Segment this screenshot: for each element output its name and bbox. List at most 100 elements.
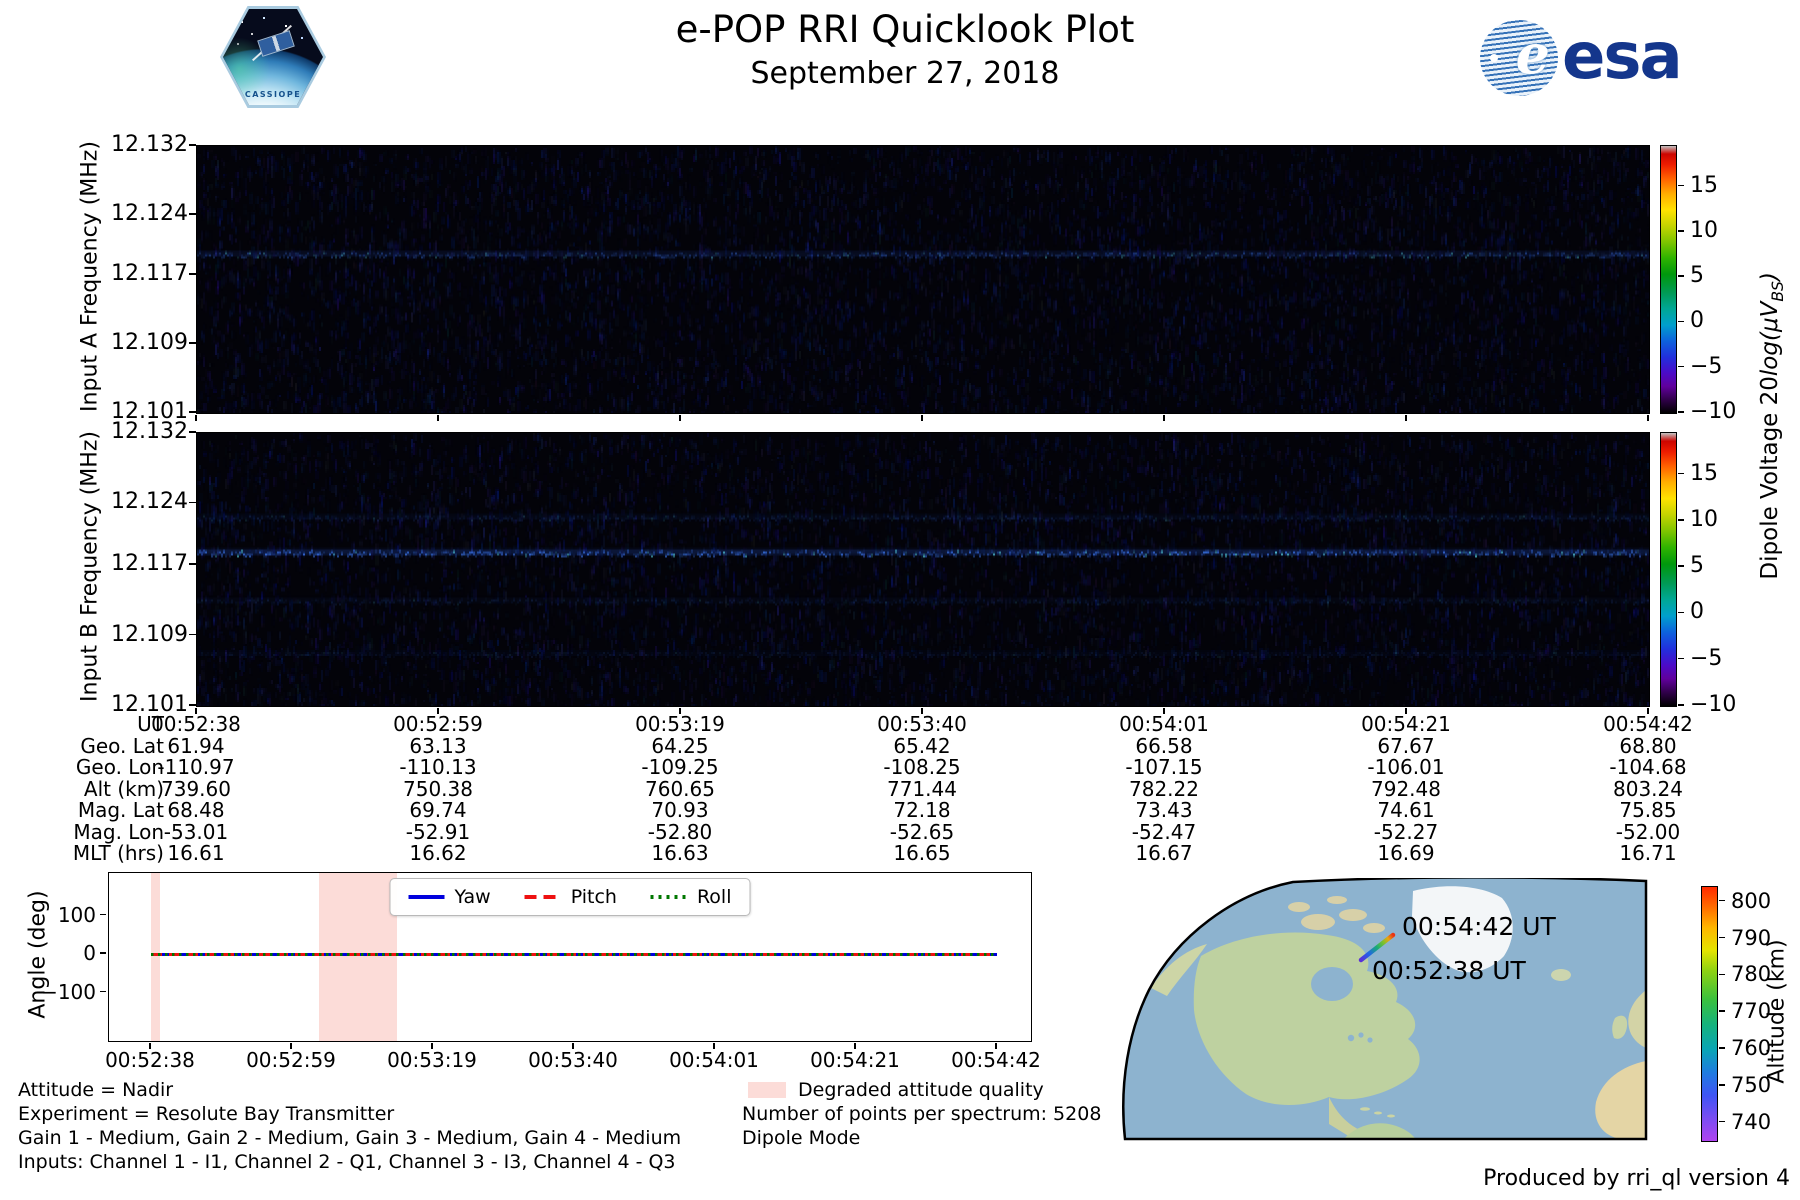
colorbar-tick-label: 15 bbox=[1690, 461, 1718, 486]
angle-tick-label: 100 bbox=[28, 903, 96, 927]
input-a-spectrogram-canvas bbox=[197, 146, 1649, 413]
freq-tick-mark bbox=[189, 411, 196, 413]
colorbar-tick-label: −5 bbox=[1690, 646, 1722, 671]
ephemeris-value: -52.80 bbox=[590, 820, 770, 844]
ephemeris-value: 750.38 bbox=[348, 777, 528, 801]
map-svg bbox=[1115, 878, 1649, 1142]
ephemeris-value: 16.71 bbox=[1558, 841, 1738, 865]
freq-tick-mark bbox=[189, 704, 196, 706]
time-tick-mark bbox=[921, 415, 923, 421]
esa-globe-icon: e bbox=[1480, 20, 1558, 96]
track-end-time-label: 00:54:42 UT bbox=[1402, 912, 1556, 941]
legend-label: Pitch bbox=[571, 886, 617, 908]
altitude-tick-mark bbox=[1719, 937, 1725, 939]
angle-time-tick-label: 00:54:42 bbox=[936, 1048, 1056, 1072]
ephemeris-value: 61.94 bbox=[106, 734, 286, 758]
ephemeris-value: 00:54:21 bbox=[1316, 712, 1496, 736]
altitude-tick-label: 790 bbox=[1731, 926, 1771, 950]
freq-tick-mark bbox=[189, 273, 196, 275]
ephemeris-value: 771.44 bbox=[832, 777, 1012, 801]
footer-left-line: Gain 1 - Medium, Gain 2 - Medium, Gain 3… bbox=[18, 1127, 681, 1149]
legend-item-yaw: Yaw bbox=[409, 886, 491, 908]
ephemeris-value: -109.25 bbox=[590, 755, 770, 779]
ephemeris-value: 803.24 bbox=[1558, 777, 1738, 801]
angle-tick-mark bbox=[100, 952, 106, 954]
freq-tick-label: 12.109 bbox=[108, 622, 188, 647]
degraded-quality-swatch bbox=[748, 1082, 786, 1098]
freq-tick-mark bbox=[189, 431, 196, 433]
angle-time-tick-label: 00:54:21 bbox=[795, 1048, 915, 1072]
colorbar-tick-mark bbox=[1678, 366, 1684, 368]
ephemeris-value: 65.42 bbox=[832, 734, 1012, 758]
ephemeris-value: -52.47 bbox=[1074, 820, 1254, 844]
colorbar-tick-label: 15 bbox=[1690, 173, 1718, 198]
ephemeris-value: -52.00 bbox=[1558, 820, 1738, 844]
credit-line: Produced by rri_ql version 4 bbox=[1380, 1166, 1790, 1191]
altitude-tick-label: 780 bbox=[1731, 962, 1771, 986]
time-tick-mark bbox=[1405, 415, 1407, 421]
colorbar-tick-mark bbox=[1678, 411, 1684, 413]
time-tick-mark bbox=[679, 708, 681, 714]
ephemeris-value: 64.25 bbox=[590, 734, 770, 758]
colorbar-tick-mark bbox=[1678, 612, 1684, 614]
altitude-tick-label: 760 bbox=[1731, 1036, 1771, 1060]
legend-item-pitch: Pitch bbox=[525, 886, 617, 908]
freq-tick-mark bbox=[189, 342, 196, 344]
ephemeris-value: 74.61 bbox=[1316, 798, 1496, 822]
time-tick-mark bbox=[1163, 415, 1165, 421]
roll-legend-swatch bbox=[651, 895, 687, 899]
ephemeris-value: -53.01 bbox=[106, 820, 286, 844]
ephemeris-value: 782.22 bbox=[1074, 777, 1254, 801]
altitude-tick-mark bbox=[1719, 900, 1725, 902]
ephemeris-value: -110.97 bbox=[106, 755, 286, 779]
colorbar-tick-label: 5 bbox=[1690, 553, 1704, 578]
freq-tick-mark bbox=[189, 502, 196, 504]
angle-time-tick-label: 00:53:40 bbox=[513, 1048, 633, 1072]
map-caribbean-island bbox=[1360, 1107, 1370, 1111]
colorbar-tick-label: 0 bbox=[1690, 599, 1704, 624]
map-caribbean-island bbox=[1374, 1112, 1382, 1115]
angle-tick-label: −100 bbox=[28, 980, 96, 1004]
ephemeris-value: 16.67 bbox=[1074, 841, 1254, 865]
colorbar-tick-label: −5 bbox=[1690, 354, 1722, 379]
colorbar-tick-mark bbox=[1678, 321, 1684, 323]
ephemeris-value: -52.91 bbox=[348, 820, 528, 844]
altitude-tick-mark bbox=[1719, 1084, 1725, 1086]
ephemeris-value: 00:52:59 bbox=[348, 712, 528, 736]
dipole-voltage-colorbar-label: Dipole Voltage 20log(μVBS) bbox=[1757, 146, 1787, 706]
ground-track-map bbox=[1115, 878, 1649, 1142]
freq-tick-label: 12.124 bbox=[108, 489, 188, 514]
freq-tick-label: 12.124 bbox=[108, 201, 188, 226]
altitude-tick-mark bbox=[1719, 1121, 1725, 1123]
freq-tick-label: 12.132 bbox=[108, 419, 188, 444]
ephemeris-value: 68.48 bbox=[106, 798, 286, 822]
ephemeris-value: -52.27 bbox=[1316, 820, 1496, 844]
ephemeris-value: -106.01 bbox=[1316, 755, 1496, 779]
altitude-tick-label: 740 bbox=[1731, 1110, 1771, 1134]
degraded-quality-label: Degraded attitude quality bbox=[798, 1079, 1044, 1101]
map-arctic-island bbox=[1301, 914, 1335, 930]
time-tick-mark bbox=[195, 415, 197, 421]
footer-left-line: Attitude = Nadir bbox=[18, 1079, 173, 1101]
colorbar-tick-mark bbox=[1678, 473, 1684, 475]
attitude-legend: Yaw Pitch Roll bbox=[390, 878, 751, 916]
ephemeris-value: 68.80 bbox=[1558, 734, 1738, 758]
degraded-attitude-band bbox=[319, 873, 397, 1041]
angle-tick-mark bbox=[100, 914, 106, 916]
colorbar-tick-mark bbox=[1678, 704, 1684, 706]
dipole-mode-label: Dipole Mode bbox=[742, 1127, 860, 1149]
colorbar-tick-label: −10 bbox=[1690, 399, 1736, 424]
input-a-spectrogram bbox=[196, 145, 1650, 414]
ephemeris-value: 66.58 bbox=[1074, 734, 1254, 758]
ephemeris-value: 16.65 bbox=[832, 841, 1012, 865]
legend-label: Yaw bbox=[455, 886, 491, 908]
angle-tick-label: 0 bbox=[28, 941, 96, 965]
altitude-tick-label: 750 bbox=[1731, 1073, 1771, 1097]
altitude-tick-mark bbox=[1719, 1047, 1725, 1049]
ephemeris-value: 792.48 bbox=[1316, 777, 1496, 801]
freq-tick-label: 12.117 bbox=[108, 551, 188, 576]
ephemeris-value: 739.60 bbox=[106, 777, 286, 801]
degraded-attitude-band bbox=[151, 873, 160, 1041]
esa-e-glyph: e bbox=[1516, 22, 1550, 86]
colorbar-tick-label: 5 bbox=[1690, 263, 1704, 288]
